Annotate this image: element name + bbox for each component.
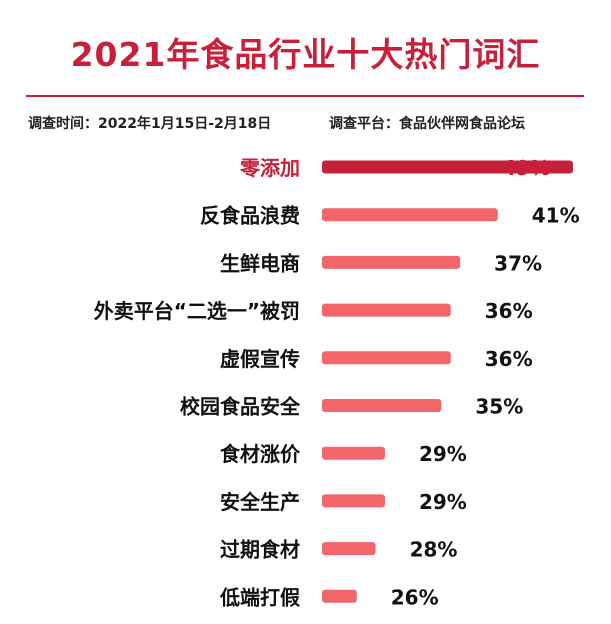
category-label: 生鲜电商	[220, 251, 300, 275]
value-label: 35%	[475, 395, 523, 419]
value-label: 29%	[419, 490, 467, 514]
category-label: 零添加	[239, 156, 300, 180]
category-label: 反食品浪费	[200, 204, 300, 228]
survey-platform: 调查平台：食品伙伴网食品论坛	[329, 116, 525, 132]
category-label: 外卖平台“二选一”被罚	[94, 299, 300, 323]
value-label: 26%	[391, 585, 439, 609]
survey-time: 调查时间：2022年1月15日-2月18日	[28, 116, 272, 132]
value-label: 28%	[410, 538, 458, 562]
value-label: 41%	[532, 204, 580, 228]
value-label: 29%	[419, 442, 467, 466]
category-label: 过期食材	[220, 538, 300, 562]
value-label: 49%	[502, 156, 550, 180]
category-label: 校园食品安全	[180, 395, 301, 419]
bar	[322, 542, 376, 556]
value-label: 37%	[494, 251, 542, 275]
bar	[322, 303, 451, 317]
bar	[322, 351, 451, 365]
bar	[322, 208, 498, 222]
bar	[322, 255, 461, 269]
bar	[322, 399, 442, 412]
bar	[322, 160, 573, 174]
category-label: 虚假宣传	[220, 347, 300, 371]
category-label: 低端打假	[219, 585, 301, 609]
title-divider	[26, 95, 584, 97]
value-label: 36%	[485, 347, 533, 371]
bar	[322, 589, 357, 603]
page-title: 2021年食品行业十大热门词汇	[70, 35, 541, 74]
category-label: 安全生产	[220, 490, 300, 514]
bar	[322, 446, 385, 460]
bar	[322, 494, 385, 508]
value-label: 36%	[485, 299, 533, 323]
category-label: 食材涨价	[220, 442, 301, 466]
